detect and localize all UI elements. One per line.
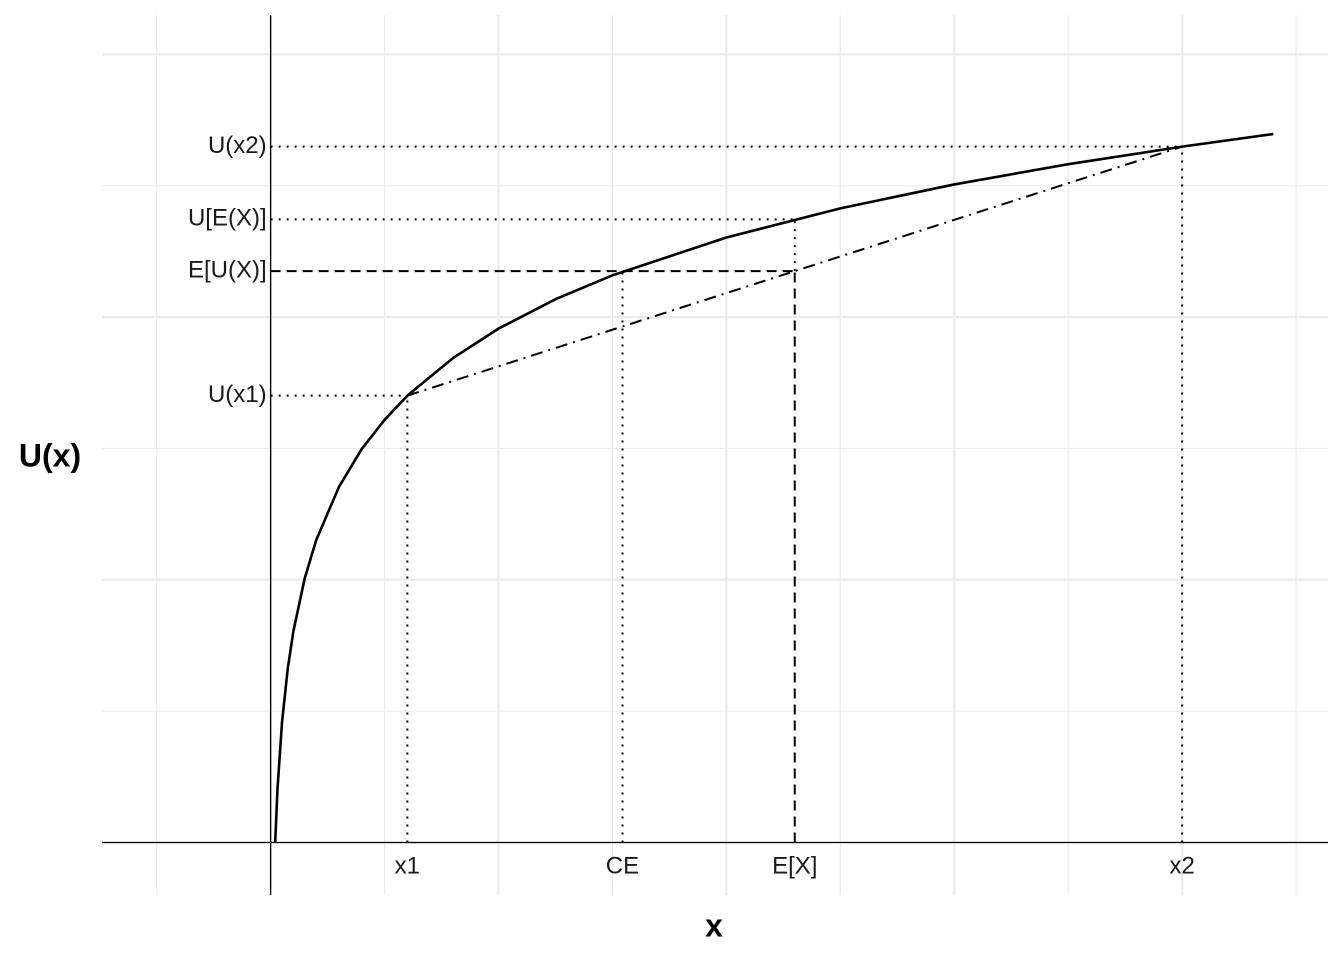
y-tick-label: E[U(X)] bbox=[188, 256, 267, 283]
y-tick-label: U(x1) bbox=[208, 381, 267, 408]
chord-line bbox=[407, 145, 1183, 397]
y-tick-label: U[E(X)] bbox=[188, 205, 267, 232]
x-tick-label: x2 bbox=[1169, 852, 1194, 879]
y-axis-title: U(x) bbox=[19, 437, 81, 473]
y-tick-label: U(x2) bbox=[208, 132, 267, 159]
x-tick-label: x1 bbox=[395, 852, 420, 879]
x-tick-label: E[X] bbox=[772, 852, 817, 879]
utility-curve bbox=[273, 132, 1274, 843]
x-tick-label: CE bbox=[606, 852, 639, 879]
x-axis-title: x bbox=[705, 907, 723, 943]
